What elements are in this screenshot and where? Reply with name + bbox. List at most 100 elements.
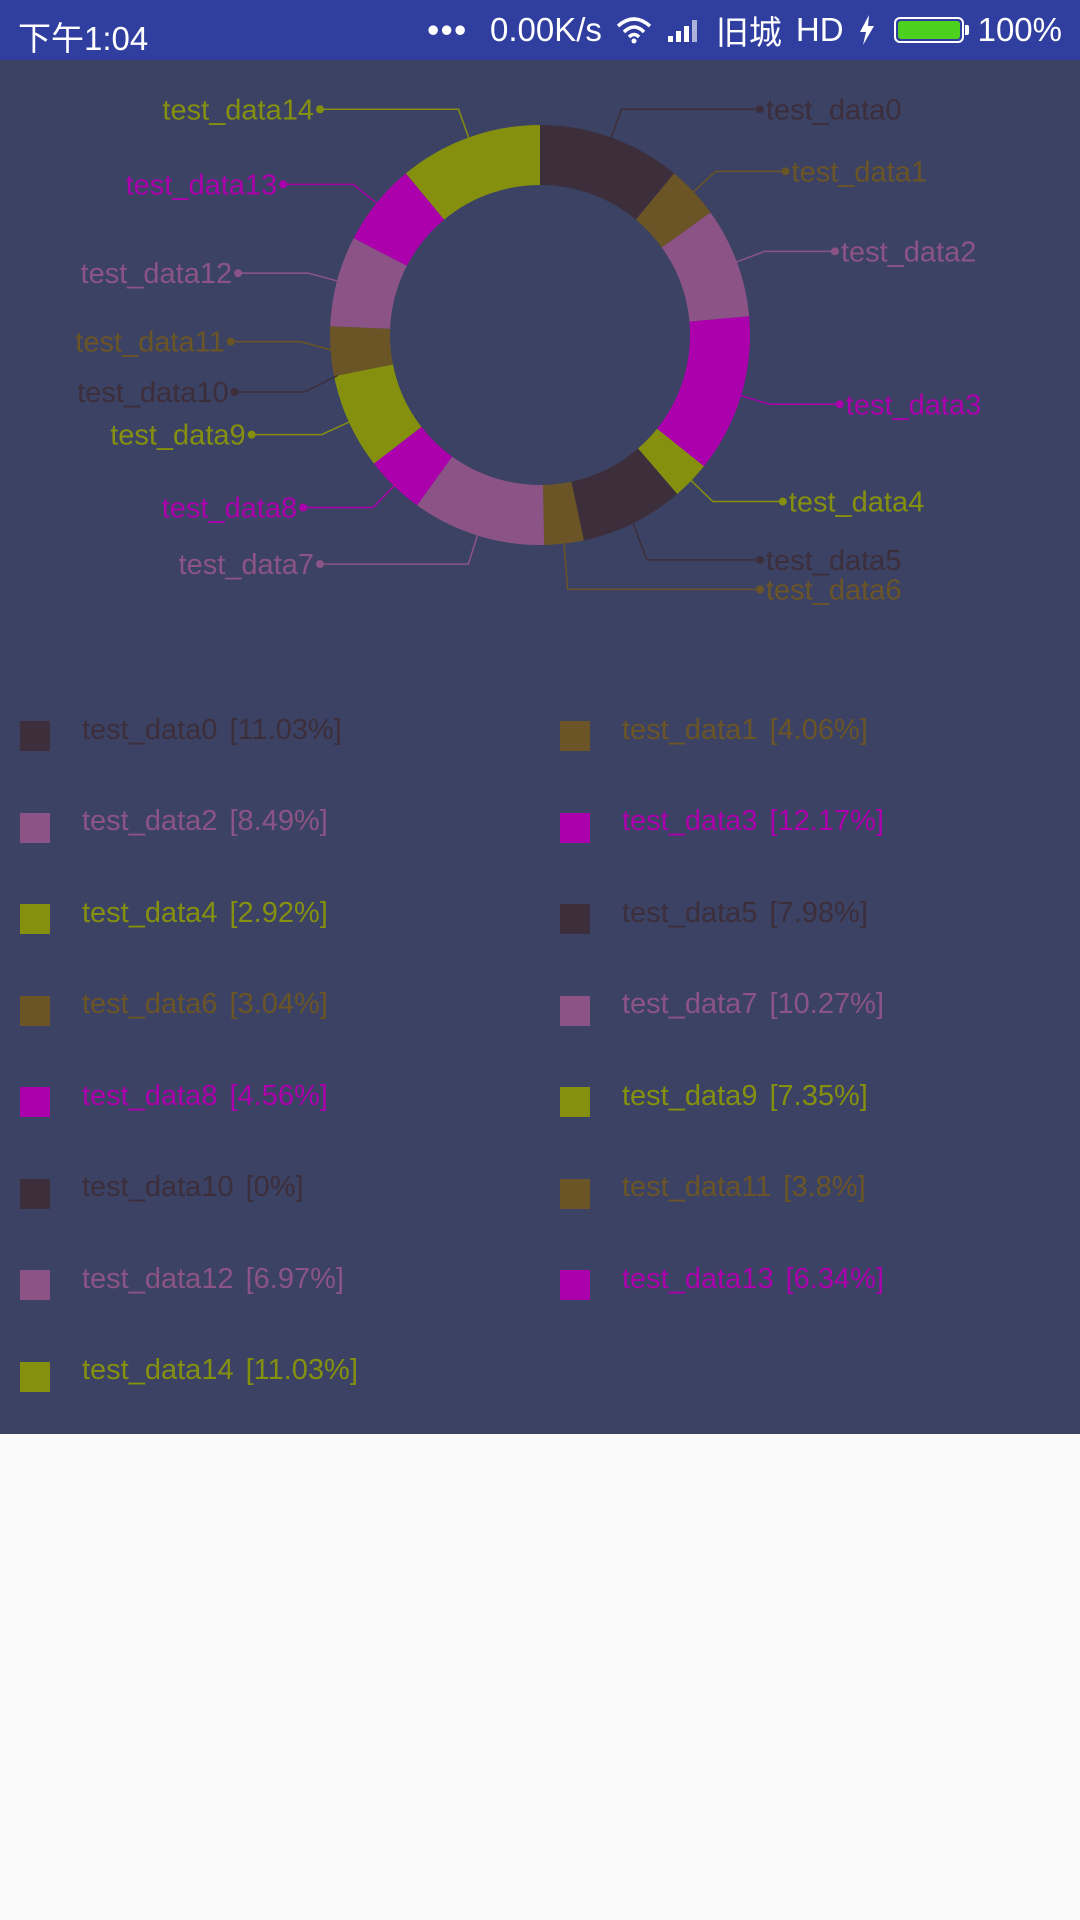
slice-label-0: test_data0 — [766, 94, 901, 126]
legend-item: test_data14 [11.03%] — [20, 1341, 358, 1401]
legend-swatch — [560, 721, 590, 751]
legend-percent: [2.92%] — [229, 896, 328, 929]
legend-swatch — [20, 1178, 50, 1209]
leader-dot-14 — [316, 105, 324, 114]
network-speed: 0.00K/s — [490, 11, 602, 48]
legend-item: test_data10 [0%] — [20, 1158, 304, 1218]
pie-slice-6 — [542, 481, 584, 545]
pie-slice-0 — [540, 125, 675, 220]
legend-percent: [3.04%] — [229, 988, 328, 1020]
legend-swatch — [560, 1270, 590, 1300]
leader-dot-11 — [226, 337, 235, 346]
legend-percent: [7.98%] — [769, 896, 868, 929]
legend-swatch — [560, 1178, 590, 1209]
battery-icon — [893, 17, 969, 43]
leader-line-5 — [631, 519, 760, 561]
legend-percent: [10.27%] — [769, 988, 884, 1020]
leader-dot-0 — [756, 105, 764, 114]
legend-item: test_data11 [3.8%] — [560, 1158, 866, 1218]
legend-label: test_data4 — [82, 896, 218, 929]
pie-slice-13 — [353, 173, 445, 266]
legend-label: test_data10 — [82, 1171, 234, 1203]
legend-item: test_data9 [7.35%] — [560, 1066, 868, 1126]
legend-swatch — [560, 904, 590, 934]
legend-swatch — [560, 1087, 590, 1117]
slice-label-6: test_data6 — [766, 574, 901, 606]
pie-slice-11 — [330, 326, 393, 377]
legend-item: test_data4 [2.92%] — [20, 883, 328, 943]
legend-item: test_data13 [6.34%] — [560, 1249, 884, 1309]
pie-slice-1 — [635, 173, 711, 248]
leader-dot-2 — [830, 247, 839, 256]
pie-slice-2 — [661, 212, 750, 322]
legend-percent: [4.56%] — [229, 1079, 328, 1112]
carrier-name: 旧城 — [715, 14, 782, 51]
slice-label-1: test_data1 — [792, 156, 927, 188]
slice-label-5: test_data5 — [766, 545, 901, 577]
pie-slice-4 — [638, 428, 704, 494]
leader-dot-3 — [835, 400, 844, 409]
more-notifications-icon: ••• — [427, 11, 468, 48]
legend-percent: [6.97%] — [245, 1262, 344, 1295]
pie-slice-5 — [571, 448, 678, 541]
leader-dot-10 — [230, 388, 239, 397]
legend-swatch — [20, 1087, 50, 1117]
legend-swatch — [20, 721, 50, 751]
leader-dot-4 — [778, 497, 787, 506]
legend-item: test_data8 [4.56%] — [20, 1066, 328, 1126]
leader-dot-7 — [316, 560, 324, 569]
legend-label: test_data1 — [622, 713, 758, 746]
slice-label-4: test_data4 — [789, 487, 924, 519]
legend-label: test_data2 — [82, 805, 218, 837]
pie-slice-8 — [373, 426, 453, 506]
chart-panel: test_data0 test_data1 test_data2 test_data3… — [0, 60, 1080, 1434]
legend-percent: [4.06%] — [769, 713, 868, 746]
leader-dot-6 — [756, 585, 764, 594]
legend-percent: [3.8%] — [783, 1171, 866, 1203]
leader-dot-8 — [299, 503, 308, 512]
signal-icon — [667, 20, 697, 42]
leader-line-12 — [238, 272, 342, 283]
legend-percent: [12.17%] — [769, 805, 884, 837]
legend-item: test_data12 [6.97%] — [20, 1249, 344, 1309]
legend-swatch — [20, 1361, 50, 1392]
legend-item: test_data5 [7.98%] — [560, 883, 868, 943]
legend-item: test_data7 [10.27%] — [560, 975, 884, 1035]
slice-label-11: test_data11 — [75, 327, 224, 359]
pie-slice-9 — [334, 364, 422, 464]
legend-item: test_data0 [11.03%] — [20, 700, 342, 760]
legend-swatch — [20, 904, 50, 934]
slice-label-10: test_data10 — [77, 377, 229, 409]
legend-label: test_data9 — [622, 1079, 758, 1112]
legend-swatch — [560, 812, 590, 843]
battery-percent: 100% — [977, 11, 1062, 48]
slice-label-2: test_data2 — [841, 236, 976, 268]
lightning-icon — [859, 15, 874, 45]
legend-percent: [8.49%] — [229, 805, 328, 837]
legend-percent: [6.34%] — [785, 1262, 884, 1295]
legend-label: test_data6 — [82, 988, 218, 1020]
legend-label: test_data12 — [82, 1262, 234, 1295]
leader-line-9 — [251, 419, 353, 436]
legend-label: test_data0 — [82, 713, 218, 746]
leader-dot-12 — [234, 269, 243, 278]
legend-percent: [0%] — [245, 1171, 304, 1203]
legend-swatch — [20, 1270, 50, 1300]
legend-label: test_data11 — [622, 1171, 772, 1203]
legend-label: test_data13 — [622, 1262, 774, 1295]
legend-percent: [11.03%] — [229, 713, 342, 746]
pie-slice-14 — [405, 125, 540, 220]
hd-badge: HD — [795, 11, 844, 48]
legend-label: test_data5 — [622, 896, 758, 929]
slice-label-8: test_data8 — [162, 493, 297, 525]
leader-line-14 — [320, 108, 471, 142]
slice-label-3: test_data3 — [846, 389, 981, 421]
leader-line-10 — [234, 374, 339, 393]
wifi-icon — [616, 17, 652, 44]
leader-line-0 — [609, 108, 760, 142]
battery-fill — [897, 21, 960, 39]
leader-line-11 — [230, 340, 335, 352]
pie-slice-3 — [657, 316, 750, 467]
leader-line-8 — [303, 482, 398, 509]
legend-swatch — [20, 812, 50, 843]
